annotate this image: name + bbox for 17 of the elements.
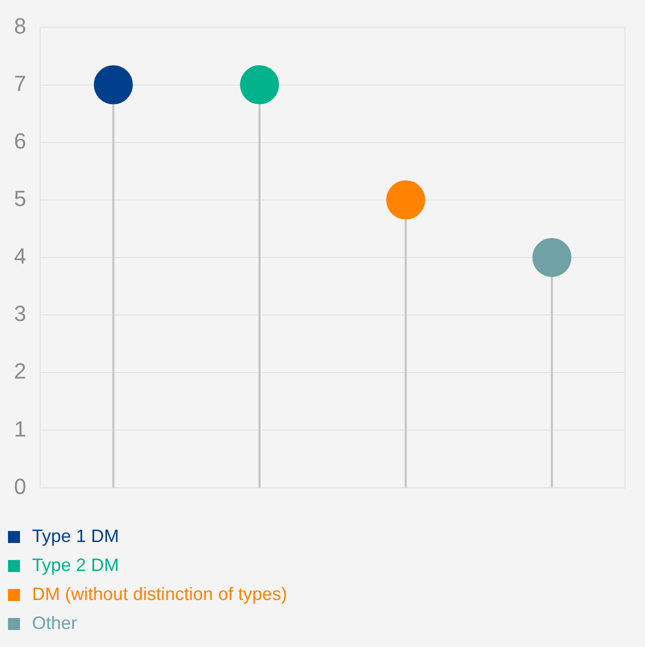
point <box>386 180 426 220</box>
y-tick-label: 5 <box>14 186 26 211</box>
y-tick-label: 8 <box>14 13 26 38</box>
point <box>532 238 572 277</box>
y-tick-label: 0 <box>14 474 26 499</box>
legend-label: DM (without distinction of types) <box>32 584 288 605</box>
y-tick-label: 6 <box>14 128 26 154</box>
y-tick-label: 2 <box>14 358 26 384</box>
legend-label: Other <box>32 613 78 634</box>
point <box>240 65 280 104</box>
point <box>94 65 133 104</box>
legend-label: Type 1 DM <box>32 526 120 547</box>
y-tick-label: 3 <box>14 301 26 326</box>
y-tick-label: 4 <box>14 244 26 269</box>
y-tick-label: 7 <box>14 70 26 96</box>
legend-label: Type 2 DM <box>32 555 120 576</box>
y-tick-label: 1 <box>14 416 26 442</box>
